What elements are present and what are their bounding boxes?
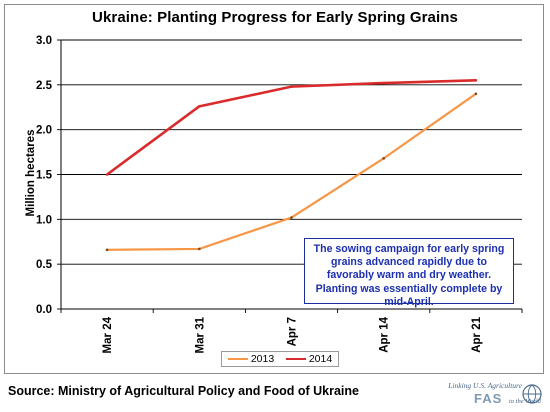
logo-tagline: Linking U.S. Agriculture xyxy=(448,381,522,390)
data-point-2014 xyxy=(198,105,201,108)
y-tick-label: 0.0 xyxy=(36,304,52,316)
x-tick-labels: Mar 24 Mar 31 Apr 7 Apr 14 Apr 21 xyxy=(102,316,483,353)
legend-item-2013: 2013 xyxy=(227,353,275,365)
legend-label-2014: 2014 xyxy=(308,353,333,365)
data-point-2013 xyxy=(382,157,386,160)
y-tick-label: 3.0 xyxy=(36,35,52,47)
globe-icon xyxy=(522,384,542,404)
x-tick-label: Mar 24 xyxy=(102,316,114,353)
logo-subtitle: to the World xyxy=(509,398,541,405)
y-tick-label: 0.5 xyxy=(36,259,53,271)
y-tick-labels: 0.0 0.5 1.0 1.5 2.0 2.5 3.0 xyxy=(36,35,53,316)
fas-logo: Linking U.S. Agriculture FAS to the Worl… xyxy=(432,381,544,409)
data-point-2014 xyxy=(382,81,386,85)
chart-annotation: The sowing campaign for early spring gra… xyxy=(304,238,514,308)
x-tick-label: Apr 14 xyxy=(379,316,391,352)
data-point-2013 xyxy=(290,216,293,219)
logo-name: FAS xyxy=(474,391,503,406)
y-axis-label: Million hectares xyxy=(25,130,37,217)
data-point-2013 xyxy=(198,247,201,251)
data-point-2014 xyxy=(105,173,109,176)
chart-title: Ukraine: Planting Progress for Early Spr… xyxy=(92,9,458,26)
legend: 2013 2014 xyxy=(221,351,339,367)
legend-swatch-2013 xyxy=(227,358,248,360)
series-lines xyxy=(105,79,478,252)
legend-swatch-2014 xyxy=(285,358,306,360)
series-line-2013 xyxy=(107,92,477,251)
data-point-2014 xyxy=(290,85,293,88)
y-tick-label: 2.0 xyxy=(36,125,52,137)
legend-label-2013: 2013 xyxy=(250,353,275,365)
data-point-2013 xyxy=(105,248,109,252)
x-tick-label: Apr 21 xyxy=(471,316,483,352)
data-point-2013 xyxy=(474,92,478,96)
y-tick-label: 2.5 xyxy=(36,80,53,92)
x-tick-label: Apr 7 xyxy=(287,317,299,346)
y-tick-label: 1.0 xyxy=(36,214,52,226)
source-note: Source: Ministry of Agricultural Policy … xyxy=(8,384,359,398)
grid-lines xyxy=(61,39,522,265)
x-tick-label: Mar 31 xyxy=(194,316,206,353)
y-tick-label: 1.5 xyxy=(36,170,53,182)
chart-frame xyxy=(4,4,544,374)
data-point-2014 xyxy=(474,79,478,82)
series-line-2014 xyxy=(106,79,476,176)
legend-item-2014: 2014 xyxy=(285,353,333,365)
axes xyxy=(57,39,523,313)
